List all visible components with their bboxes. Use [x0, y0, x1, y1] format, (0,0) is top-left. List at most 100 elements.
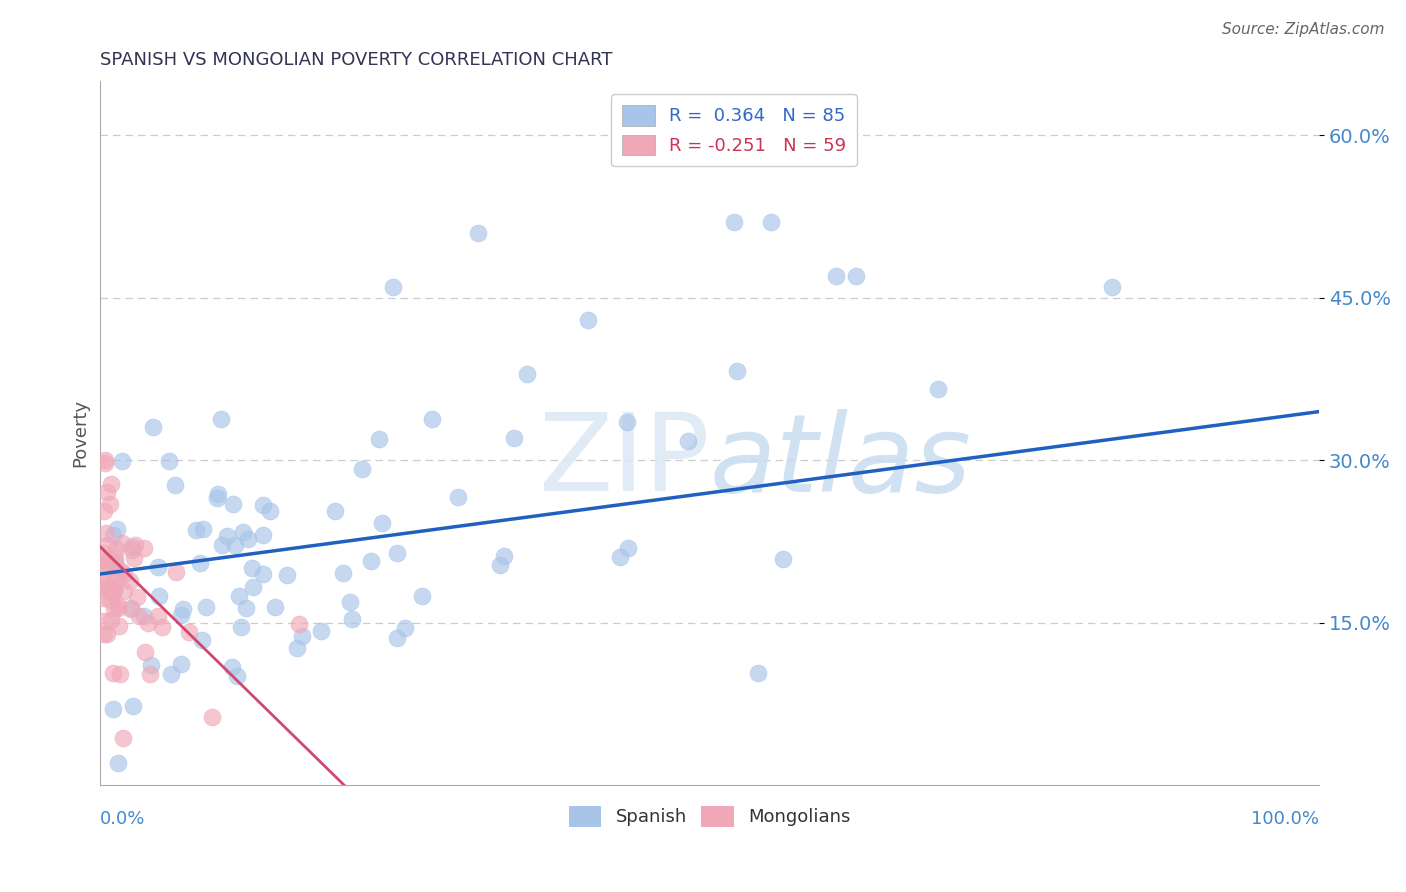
Point [139, 667, 162, 681]
Point [224, 538, 246, 552]
Point [122, 550, 145, 565]
Point [927, 382, 949, 396]
Point [201, 710, 224, 724]
Point [342, 611, 364, 625]
Text: Source: ZipAtlas.com: Source: ZipAtlas.com [1222, 22, 1385, 37]
Point [1101, 280, 1123, 294]
Point [360, 554, 382, 568]
Point [411, 589, 433, 603]
Point [148, 589, 170, 603]
Point [101, 665, 124, 680]
Point [112, 731, 135, 746]
Point [107, 756, 129, 771]
Point [225, 669, 247, 683]
Point [146, 608, 169, 623]
Point [136, 615, 159, 630]
Point [191, 522, 214, 536]
Point [100, 585, 122, 599]
Point [93, 553, 115, 567]
Point [104, 568, 127, 582]
Point [845, 269, 868, 284]
Point [98, 551, 121, 566]
Point [134, 645, 156, 659]
Point [207, 486, 229, 500]
Point [100, 477, 122, 491]
Point [221, 660, 243, 674]
Y-axis label: Poverty: Poverty [72, 399, 89, 467]
Point [93, 557, 115, 571]
Point [93, 456, 115, 470]
Legend: Spanish, Mongolians: Spanish, Mongolians [561, 798, 858, 834]
Point [325, 504, 347, 518]
Point [467, 226, 489, 240]
Point [112, 584, 135, 599]
Point [93, 564, 115, 578]
Point [107, 600, 129, 615]
Point [103, 602, 125, 616]
Point [142, 420, 165, 434]
Point [177, 624, 200, 639]
Point [288, 616, 311, 631]
Point [309, 624, 332, 638]
Point [232, 524, 254, 539]
Point [191, 633, 214, 648]
Point [165, 565, 187, 579]
Point [160, 666, 183, 681]
Point [725, 364, 748, 378]
Point [120, 601, 142, 615]
Point [229, 620, 252, 634]
Point [242, 561, 264, 575]
Point [132, 609, 155, 624]
Point [394, 621, 416, 635]
Point [96, 627, 118, 641]
Point [221, 497, 243, 511]
Point [242, 581, 264, 595]
Point [252, 498, 274, 512]
Point [111, 535, 134, 549]
Point [93, 546, 115, 560]
Point [238, 532, 260, 546]
Point [576, 312, 599, 326]
Point [125, 590, 148, 604]
Point [170, 657, 193, 672]
Text: 100.0%: 100.0% [1251, 810, 1319, 828]
Point [132, 541, 155, 555]
Point [121, 540, 143, 554]
Point [235, 600, 257, 615]
Point [108, 666, 131, 681]
Point [103, 582, 125, 597]
Point [98, 579, 121, 593]
Point [824, 268, 846, 283]
Point [121, 542, 143, 557]
Point [616, 415, 638, 429]
Point [350, 462, 373, 476]
Point [188, 557, 211, 571]
Point [108, 618, 131, 632]
Text: SPANISH VS MONGOLIAN POVERTY CORRELATION CHART: SPANISH VS MONGOLIAN POVERTY CORRELATION… [100, 51, 613, 69]
Text: 0.0%: 0.0% [100, 810, 146, 828]
Point [252, 528, 274, 542]
Point [263, 599, 285, 614]
Point [93, 627, 115, 641]
Point [100, 613, 122, 627]
Point [93, 575, 115, 590]
Point [105, 523, 128, 537]
Point [120, 602, 142, 616]
Point [101, 702, 124, 716]
Point [105, 559, 128, 574]
Point [96, 582, 118, 597]
Point [96, 485, 118, 500]
Point [259, 504, 281, 518]
Point [105, 541, 128, 556]
Point [276, 567, 298, 582]
Point [94, 525, 117, 540]
Point [96, 538, 118, 552]
Point [139, 657, 162, 672]
Point [516, 367, 538, 381]
Point [93, 581, 115, 595]
Point [98, 593, 121, 607]
Point [209, 411, 232, 425]
Point [371, 516, 394, 530]
Point [128, 609, 150, 624]
Point [332, 566, 354, 581]
